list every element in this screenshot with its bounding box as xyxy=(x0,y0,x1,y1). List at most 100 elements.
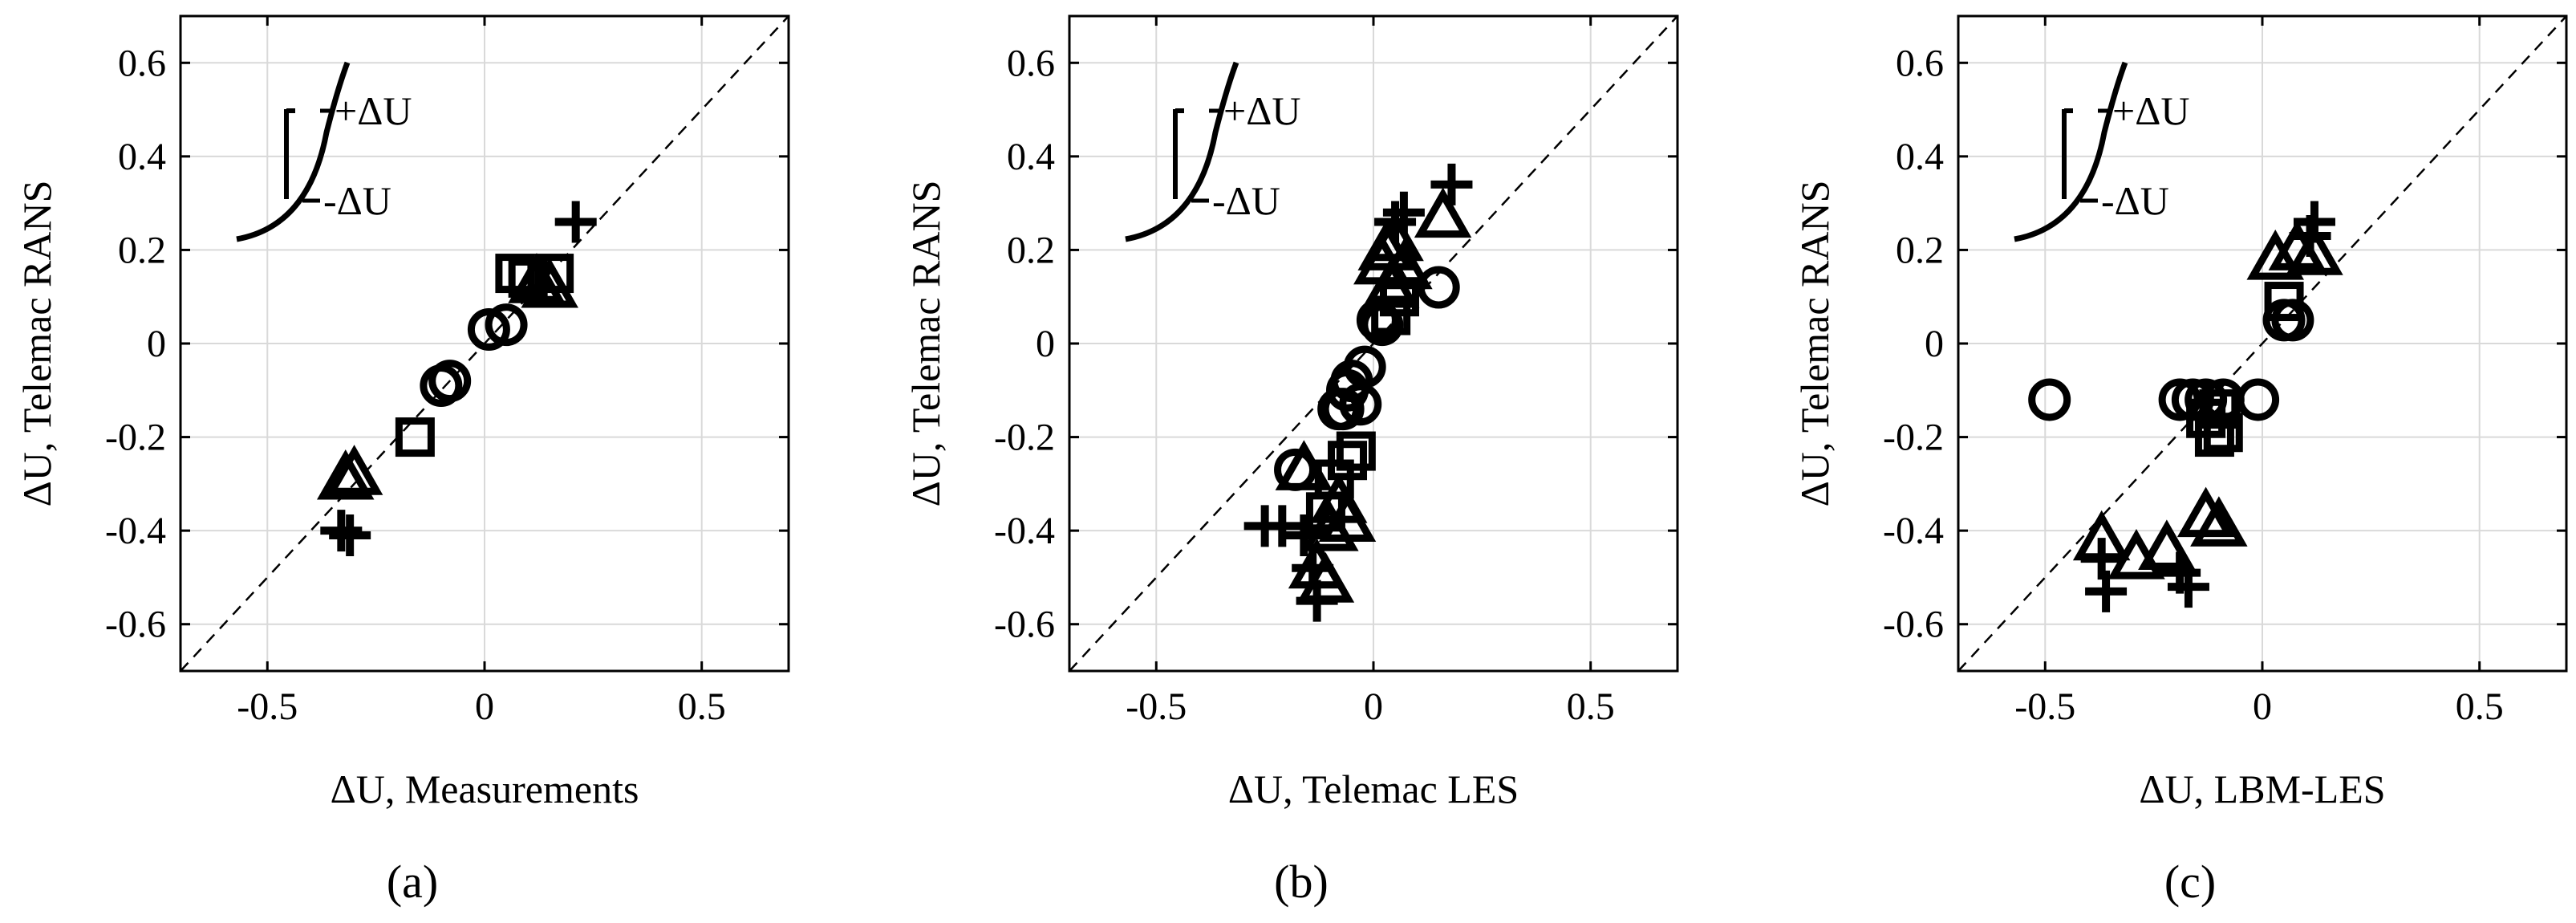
y-tick-label: -0.4 xyxy=(105,510,166,552)
x-axis-label: ΔU, LBM-LES xyxy=(2139,766,2385,811)
y-tick-label: 0 xyxy=(1925,323,1944,365)
triangle-marker xyxy=(1296,552,1355,603)
legend-lower-label: -ΔU xyxy=(2101,178,2169,223)
circle-marker xyxy=(1417,266,1460,309)
circle-marker xyxy=(467,308,510,352)
triangle-marker xyxy=(325,445,383,495)
x-tick-label: 0 xyxy=(1364,685,1383,728)
plus-marker xyxy=(2085,570,2128,612)
legend-bracket xyxy=(284,108,295,199)
x-tick-label: -0.5 xyxy=(1126,685,1187,728)
circle-marker xyxy=(1339,383,1382,426)
circle-marker xyxy=(2158,378,2201,421)
circle-marker xyxy=(2171,378,2214,421)
y-tick-label: 0.6 xyxy=(1896,42,1944,84)
square-marker xyxy=(508,258,548,298)
ticks: -0.5 0 0.5 0.6 0.4 0.2 0 -0.2 -0.4 -0.6 xyxy=(994,16,1677,728)
circle-marker xyxy=(1274,448,1317,491)
grid xyxy=(1069,16,1677,671)
legend-bracket xyxy=(1173,108,1184,199)
chart-panel-2: -0.5 0 0.5 0.6 0.4 0.2 0 -0.2 -0.4 -0.6 ΔU, Telema… xyxy=(903,14,1679,908)
y-axis-label: ΔU, Telemac RANS xyxy=(903,181,948,507)
circle-marker xyxy=(1356,299,1399,342)
y-tick-label: -0.2 xyxy=(994,417,1055,459)
circle-marker xyxy=(420,364,463,407)
triangle-marker xyxy=(2190,496,2248,547)
x-tick-label: 0.5 xyxy=(1567,685,1615,728)
plus-marker xyxy=(1261,505,1304,547)
x-tick-label: 0.5 xyxy=(2456,685,2504,728)
y-tick-label: 0.4 xyxy=(118,136,166,178)
legend-curve xyxy=(2014,61,2128,242)
x-tick-label: 0 xyxy=(2253,685,2272,728)
y-axis-label: ΔU, Telemac RANS xyxy=(14,181,59,507)
legend: +ΔU -ΔU xyxy=(236,61,412,242)
plus-marker xyxy=(554,201,597,243)
legend-lower-label: -ΔU xyxy=(1212,178,1280,223)
triangle-marker xyxy=(316,449,375,500)
legend-curve xyxy=(1125,61,1239,242)
circle-marker xyxy=(2028,378,2071,421)
circle-marker xyxy=(2271,299,2314,342)
y-tick-label: 0.4 xyxy=(1007,136,1055,178)
y-tick-label: -0.4 xyxy=(1883,510,1944,552)
circle-marker xyxy=(485,303,528,347)
y-tick-label: 0 xyxy=(147,323,166,365)
y-tick-label: 0.4 xyxy=(1896,136,1944,178)
x-tick-label: -0.5 xyxy=(2014,685,2075,728)
panel-label: (a) xyxy=(387,856,438,908)
legend-upper-label: +ΔU xyxy=(2112,88,2189,133)
plus-marker xyxy=(329,514,371,556)
y-tick-label: -0.6 xyxy=(994,604,1055,646)
plus-marker xyxy=(2159,551,2201,594)
x-tick-label: 0.5 xyxy=(678,685,726,728)
x-tick-label: 0 xyxy=(475,685,494,728)
legend-lower-label: -ΔU xyxy=(323,178,391,223)
square-marker xyxy=(395,417,435,457)
panel-label: (c) xyxy=(2164,856,2216,908)
y-tick-label: 0 xyxy=(1036,323,1055,365)
x-tick-label: -0.5 xyxy=(237,685,298,728)
triangle-marker xyxy=(1414,187,1472,238)
x-axis-label: ΔU, Measurements xyxy=(331,766,639,811)
y-tick-label: -0.6 xyxy=(1883,604,1944,646)
triangle-marker xyxy=(2246,230,2304,280)
circle-marker xyxy=(2185,378,2228,421)
triangle-marker xyxy=(2268,220,2327,270)
ticks: -0.5 0 0.5 0.6 0.4 0.2 0 -0.2 -0.4 -0.6 xyxy=(1883,16,2566,728)
legend: +ΔU -ΔU xyxy=(2014,61,2189,242)
y-tick-label: -0.2 xyxy=(105,417,166,459)
legend: +ΔU -ΔU xyxy=(1125,61,1300,242)
triangle-marker xyxy=(508,253,566,303)
triangle-marker xyxy=(2138,519,2196,570)
square-marker xyxy=(1305,492,1345,532)
reference-line xyxy=(1957,15,2567,672)
y-tick-label: -0.4 xyxy=(994,510,1055,552)
legend-upper-label: +ΔU xyxy=(335,88,412,133)
y-tick-label: 0.6 xyxy=(118,42,166,84)
y-tick-label: 0.2 xyxy=(118,229,166,271)
data-markers xyxy=(316,201,597,556)
legend-upper-label: +ΔU xyxy=(1223,88,1300,133)
y-tick-label: 0.6 xyxy=(1007,42,1055,84)
y-tick-label: -0.6 xyxy=(105,604,166,646)
data-markers xyxy=(1243,163,1473,622)
grid xyxy=(181,16,789,671)
chart-panel-3: -0.5 0 0.5 0.6 0.4 0.2 0 -0.2 -0.4 -0.6 ΔU, LBM-LE… xyxy=(1792,14,2568,908)
chart-panel-1: -0.5 0 0.5 0.6 0.4 0.2 0 -0.2 -0.4 -0.6 ΔU, Measur… xyxy=(14,14,790,908)
y-tick-label: -0.2 xyxy=(1883,417,1944,459)
circle-marker xyxy=(2237,378,2280,421)
legend-bracket xyxy=(2062,108,2073,199)
ticks: -0.5 0 0.5 0.6 0.4 0.2 0 -0.2 -0.4 -0.6 xyxy=(105,16,789,728)
plus-marker xyxy=(1430,163,1473,205)
panel-label: (b) xyxy=(1274,856,1329,908)
y-tick-label: 0.2 xyxy=(1896,229,1944,271)
square-marker xyxy=(534,254,574,294)
triangle-marker xyxy=(2286,225,2343,275)
y-axis-label: ΔU, Telemac RANS xyxy=(1792,181,1837,507)
square-marker xyxy=(1336,431,1376,471)
x-axis-label: ΔU, Telemac LES xyxy=(1228,766,1519,811)
plus-marker xyxy=(320,510,363,552)
triangle-marker xyxy=(2072,510,2131,561)
circle-marker xyxy=(1321,388,1365,431)
